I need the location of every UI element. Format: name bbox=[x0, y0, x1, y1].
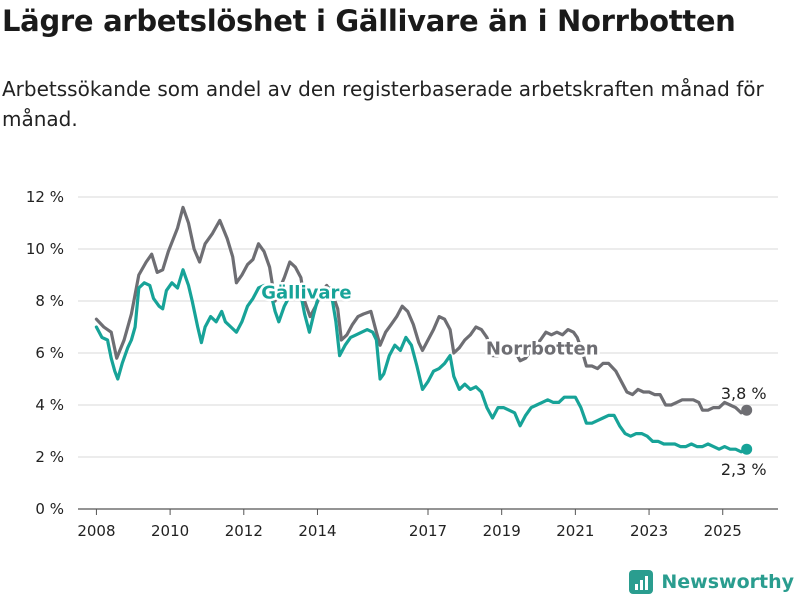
series-endpoint-marker bbox=[741, 443, 753, 455]
series-end-value: 2,3 % bbox=[721, 460, 767, 479]
series-lines bbox=[94, 205, 753, 455]
brand-logo: Newsworthy bbox=[629, 570, 794, 594]
brand-name: Newsworthy bbox=[661, 571, 794, 593]
x-tick-label: 2025 bbox=[704, 522, 742, 540]
series-name-label: Norrbotten bbox=[486, 338, 599, 359]
chart-subtitle: Arbetssökande som andel av den registerb… bbox=[2, 77, 764, 131]
labels: 3,8 % 2,3 % Norrbotten Gällivare bbox=[259, 280, 767, 479]
y-tick-label: 4 % bbox=[35, 396, 64, 414]
x-tick-label: 2014 bbox=[298, 522, 336, 540]
series-line-gallivare bbox=[94, 268, 749, 454]
series-line-norrbotten bbox=[94, 205, 749, 415]
y-tick-label: 6 % bbox=[35, 344, 64, 362]
y-tick-label: 12 % bbox=[26, 188, 64, 206]
y-tick-label: 0 % bbox=[35, 500, 64, 518]
y-tick-label: 8 % bbox=[35, 292, 64, 310]
x-tick-label: 2010 bbox=[151, 522, 189, 540]
series-endpoint-marker bbox=[741, 404, 753, 416]
chart-title: Lägre arbetslöshet i Gällivare än i Norr… bbox=[2, 4, 736, 38]
bar-chart-icon bbox=[629, 570, 654, 594]
x-tick-label: 2023 bbox=[630, 522, 668, 540]
x-tick-label: 2012 bbox=[225, 522, 263, 540]
y-tick-label: 10 % bbox=[26, 240, 64, 258]
x-tick-label: 2008 bbox=[77, 522, 115, 540]
x-tick-label: 2019 bbox=[483, 522, 521, 540]
grid bbox=[78, 196, 778, 510]
axes: 0 % 2 % 4 % 6 % 8 % 10 % 12 % 2008 2010 2012 2014 2… bbox=[26, 188, 742, 540]
series-name-label: Gällivare bbox=[261, 282, 351, 303]
x-tick-label: 2017 bbox=[409, 522, 447, 540]
x-tick-label: 2021 bbox=[556, 522, 594, 540]
series-end-value: 3,8 % bbox=[721, 384, 767, 403]
y-tick-label: 2 % bbox=[35, 448, 64, 466]
